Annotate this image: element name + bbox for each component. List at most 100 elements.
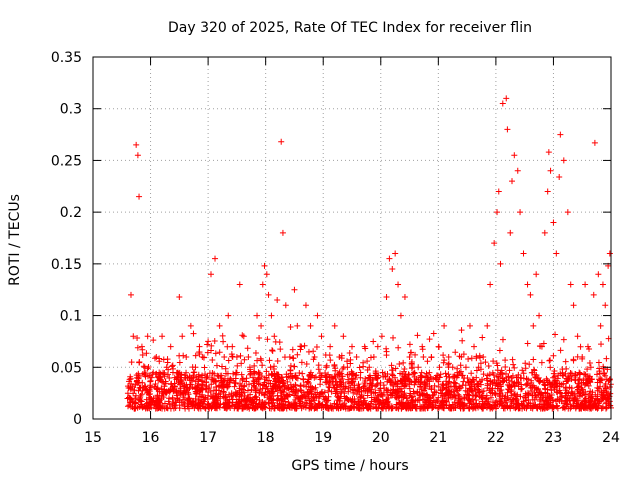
data-point	[587, 364, 594, 371]
data-point	[484, 322, 491, 329]
data-point-dense	[440, 359, 447, 366]
data-point-dense	[522, 365, 529, 372]
data-point-dense	[163, 404, 170, 411]
data-point-dense	[136, 359, 143, 366]
data-point-dense	[492, 399, 499, 406]
data-point-dense	[468, 370, 475, 377]
data-point-dense	[460, 351, 467, 358]
data-point-dense	[363, 401, 370, 408]
data-point-dense	[529, 369, 536, 376]
data-point-dense	[445, 371, 452, 378]
data-point-dense	[286, 374, 293, 381]
data-point-dense	[334, 371, 341, 378]
data-point-dense	[302, 395, 309, 402]
y-tick-label: 0.25	[51, 153, 82, 169]
data-point-dense	[459, 337, 466, 344]
data-point-dense	[201, 364, 208, 371]
data-point-dense	[364, 358, 371, 365]
data-point	[268, 312, 275, 319]
data-point	[340, 333, 347, 340]
data-point-dense	[165, 387, 172, 394]
data-point-dense	[390, 381, 397, 388]
data-point-dense	[562, 358, 569, 365]
data-point-dense	[278, 374, 285, 381]
data-point-dense	[269, 347, 276, 354]
data-point-dense	[452, 404, 459, 411]
data-point	[130, 333, 137, 340]
data-point-dense	[538, 401, 545, 408]
data-point	[514, 167, 521, 174]
data-point-dense	[502, 399, 509, 406]
data-point-dense	[304, 378, 311, 385]
data-point-dense	[546, 357, 553, 364]
data-point-dense	[150, 399, 157, 406]
data-point-dense	[251, 362, 258, 369]
data-point-dense	[209, 370, 216, 377]
data-point-dense	[224, 398, 231, 405]
data-point-dense	[301, 401, 308, 408]
data-point-dense	[394, 404, 401, 411]
data-point-dense	[551, 368, 558, 375]
data-point-dense	[247, 371, 254, 378]
data-point-dense	[358, 405, 365, 412]
data-point	[183, 353, 190, 360]
data-point-dense	[248, 386, 255, 393]
data-point-dense	[126, 376, 133, 383]
data-point-dense	[600, 365, 607, 372]
data-point-dense	[567, 405, 574, 412]
data-point-dense	[336, 397, 343, 404]
data-point-dense	[176, 397, 183, 404]
data-point	[279, 229, 286, 236]
data-point	[370, 353, 377, 360]
data-point-dense	[345, 388, 352, 395]
data-point	[221, 353, 228, 360]
data-point-dense	[313, 393, 320, 400]
data-point-dense	[308, 391, 315, 398]
data-point-dense	[364, 392, 371, 399]
data-point-dense	[166, 374, 173, 381]
data-point-dense	[574, 380, 581, 387]
data-point	[406, 353, 413, 360]
y-tick-label: 0.3	[60, 102, 82, 118]
data-point-dense	[337, 376, 344, 383]
data-point-dense	[202, 385, 209, 392]
data-point-dense	[196, 349, 203, 356]
data-point-dense	[368, 394, 375, 401]
data-point	[530, 322, 537, 329]
data-point-dense	[388, 405, 395, 412]
data-point	[511, 152, 518, 159]
data-point-dense	[358, 388, 365, 395]
data-point-dense	[182, 389, 189, 396]
data-point	[570, 302, 577, 309]
data-point-dense	[411, 401, 418, 408]
data-point-dense	[348, 368, 355, 375]
data-point-dense	[147, 377, 154, 384]
data-point-dense	[195, 382, 202, 389]
data-point-dense	[567, 369, 574, 376]
data-point-dense	[321, 389, 328, 396]
data-point-dense	[302, 404, 309, 411]
data-point-dense	[256, 400, 263, 407]
data-point-dense	[480, 371, 487, 378]
data-point-dense	[273, 371, 280, 378]
data-point-dense	[395, 344, 402, 351]
data-point-dense	[374, 405, 381, 412]
data-point-dense	[207, 388, 214, 395]
data-point-dense	[436, 374, 443, 381]
data-point-dense	[477, 366, 484, 373]
data-point-dense	[411, 374, 418, 381]
data-point-dense	[598, 405, 605, 412]
data-point-dense	[494, 367, 501, 374]
data-point-dense	[292, 399, 299, 406]
data-point-dense	[455, 391, 462, 398]
data-point-dense	[274, 358, 281, 365]
data-point-dense	[200, 354, 207, 361]
data-point	[564, 209, 571, 216]
data-point-dense	[247, 366, 254, 373]
data-point-dense	[367, 374, 374, 381]
data-point-dense	[326, 384, 333, 391]
data-point	[541, 229, 548, 236]
data-point-dense	[212, 378, 219, 385]
data-point-dense	[520, 370, 527, 377]
data-point-dense	[514, 391, 521, 398]
